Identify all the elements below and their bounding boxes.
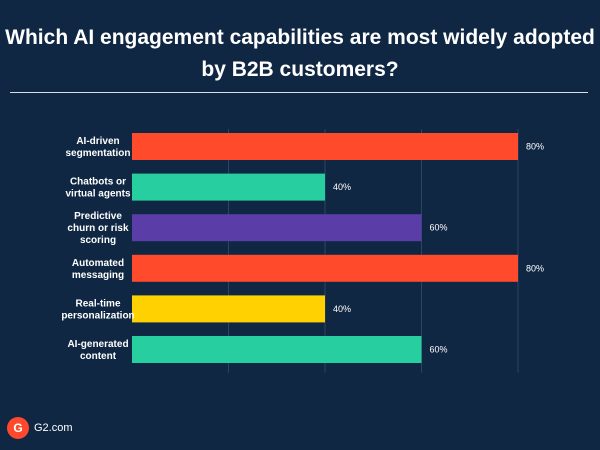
- category-label-line: Predictive: [74, 211, 122, 222]
- category-label-line: Automated: [72, 258, 124, 269]
- value-label-2: 40%: [333, 182, 351, 192]
- bar-5: [132, 295, 325, 323]
- category-label-line: personalization: [61, 310, 134, 321]
- category-label-line: virtual agents: [65, 189, 130, 200]
- bar-1: [132, 133, 518, 160]
- bar-4: [132, 254, 518, 282]
- chart-title-line-2: by B2B customers?: [201, 58, 399, 81]
- bar-6: [132, 336, 422, 363]
- source-label: G2.com: [34, 422, 73, 434]
- g2-logo-icon: G: [7, 417, 29, 439]
- category-label-4: Automated messaging: [72, 258, 124, 281]
- category-label-line: segmentation: [65, 148, 130, 159]
- bar-3: [132, 214, 422, 242]
- value-label-6: 60%: [430, 345, 448, 355]
- value-label-3: 60%: [430, 223, 448, 233]
- category-label-5: Real-time personalization: [61, 298, 134, 321]
- category-label-line: churn or risk: [67, 223, 129, 234]
- chart-title-line-1: Which AI engagement capabilities are mos…: [5, 26, 595, 49]
- value-label-4: 80%: [526, 263, 544, 273]
- bar-2: [132, 173, 325, 201]
- title-divider: [10, 92, 588, 93]
- value-label-1: 80%: [526, 142, 544, 152]
- category-label-line: messaging: [72, 270, 124, 281]
- category-label-line: content: [80, 351, 117, 362]
- category-label-2: Chatbots or virtual agents: [65, 177, 130, 200]
- category-label-line: Chatbots or: [70, 177, 126, 188]
- category-label-line: AI-driven: [76, 136, 119, 147]
- category-label-line: scoring: [80, 235, 116, 246]
- category-label-6: AI-generated content: [67, 339, 128, 362]
- category-label-line: Real-time: [75, 298, 120, 309]
- category-label-3: Predictive churn or risk scoring: [67, 211, 129, 246]
- category-label-line: AI-generated: [67, 339, 128, 350]
- category-label-1: AI-driven segmentation: [65, 136, 130, 159]
- value-label-5: 40%: [333, 304, 351, 314]
- chart-title: Which AI engagement capabilities are mos…: [0, 22, 600, 86]
- g2-logo-mark: G: [13, 421, 23, 435]
